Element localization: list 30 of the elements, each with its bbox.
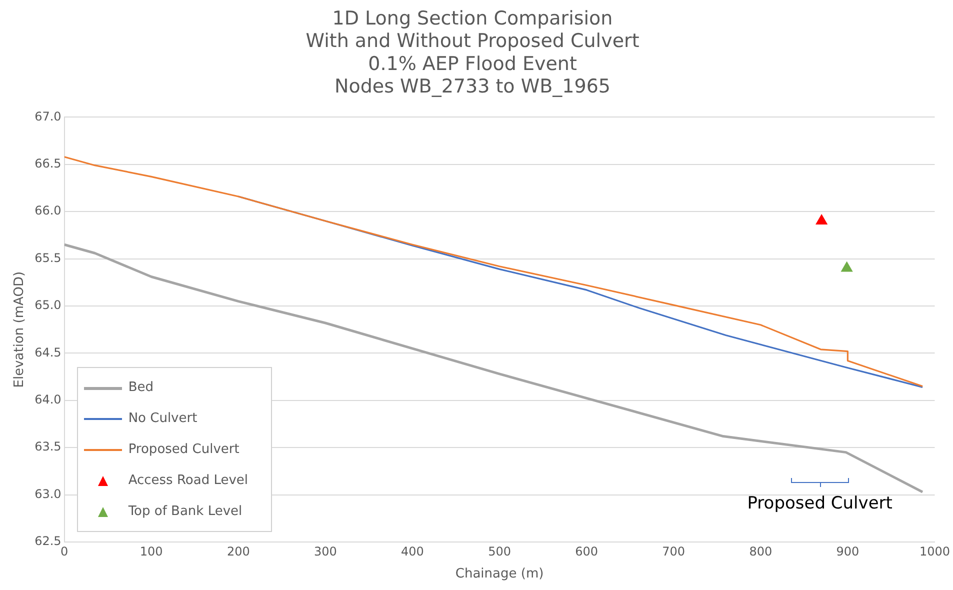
x-tick-label: 600 bbox=[575, 544, 598, 558]
x-tick-label: 1000 bbox=[919, 544, 950, 558]
y-axis-title: Elevation (mAOD) bbox=[12, 271, 28, 388]
y-tick-label: 64.0 bbox=[34, 392, 62, 407]
legend-label: No Culvert bbox=[128, 411, 198, 426]
annotation: Proposed Culvert bbox=[747, 493, 893, 514]
x-tick-label: 900 bbox=[836, 544, 860, 558]
y-tick-label: 63.0 bbox=[34, 486, 62, 501]
y-tick-label: 62.5 bbox=[34, 534, 62, 548]
x-tick-label: 100 bbox=[140, 544, 163, 558]
y-tick-label: 63.5 bbox=[34, 440, 62, 454]
legend-label: Top of Bank Level bbox=[128, 504, 242, 519]
x-tick-label: 700 bbox=[662, 544, 686, 558]
y-tick-label: 65.5 bbox=[34, 250, 62, 265]
x-tick-label: 500 bbox=[488, 544, 511, 558]
x-tick-label: 300 bbox=[314, 544, 337, 558]
x-tick-label: 800 bbox=[749, 544, 772, 558]
legend-label: Bed bbox=[128, 380, 154, 395]
y-tick-label: 67.0 bbox=[34, 109, 62, 124]
y-tick-label: 64.5 bbox=[34, 345, 62, 360]
legend-label: Proposed Culvert bbox=[128, 442, 240, 457]
x-tick-label: 400 bbox=[401, 544, 424, 558]
chart-title: 1D Long Section Comparision With and Without Proposed Culvert 0.1% AEP Flood Event Nodes WB_2733 to WB_1965 bbox=[306, 7, 640, 98]
legend-label: Access Road Level bbox=[128, 473, 248, 488]
x-tick-label: 200 bbox=[226, 544, 250, 558]
y-tick-label: 66.0 bbox=[34, 204, 62, 218]
y-tick-label: 66.5 bbox=[34, 156, 62, 171]
x-tick-label: 0 bbox=[60, 544, 68, 558]
x-axis-title: Chainage (m) bbox=[455, 566, 544, 582]
y-tick-label: 65.0 bbox=[34, 298, 62, 312]
